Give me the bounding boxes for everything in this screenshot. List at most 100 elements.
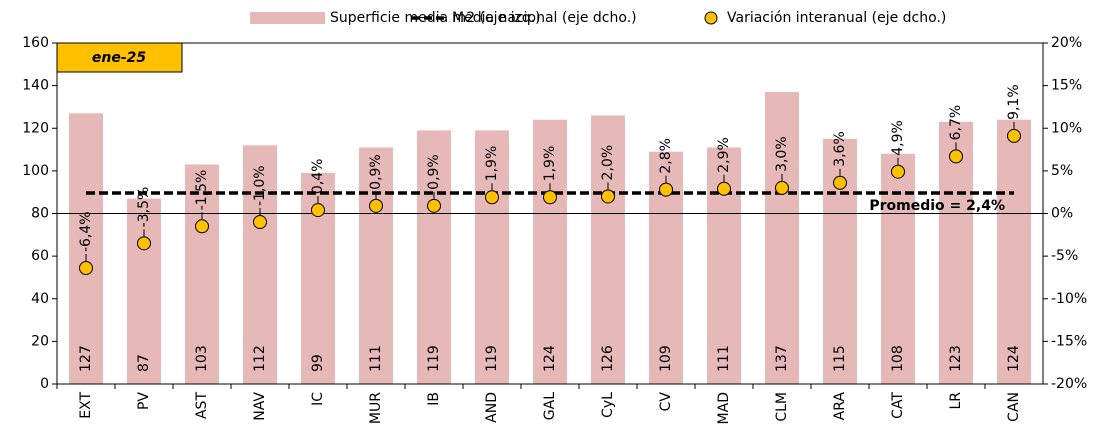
bar <box>417 130 451 384</box>
bar-value-label: 112 <box>252 345 268 372</box>
point-label: 0,4% <box>310 159 326 195</box>
y2-tick-label: 10% <box>1051 120 1082 136</box>
legend-swatch <box>704 11 718 25</box>
y2-tick-label: 0% <box>1051 206 1073 222</box>
y2-tick-label: -15% <box>1051 333 1087 349</box>
y-tick-label: 140 <box>22 78 49 94</box>
bar <box>939 121 973 384</box>
x-tick-label: ARA <box>832 392 848 421</box>
bar <box>765 92 799 385</box>
point <box>949 149 963 164</box>
point <box>543 190 557 205</box>
bar <box>475 130 509 384</box>
y-tick-label: 160 <box>22 35 49 51</box>
point-label: 3,0% <box>774 136 790 172</box>
bar-value-label: 127 <box>78 345 94 372</box>
y2-tick-label: 20% <box>1051 35 1082 51</box>
y-tick-label: 40 <box>31 291 49 307</box>
y-tick-label: 20 <box>31 333 49 349</box>
x-tick-label: CyL <box>600 392 616 418</box>
bar-value-label: 119 <box>426 345 442 372</box>
point-label: -1,0% <box>252 165 268 206</box>
y-tick-label: 120 <box>22 120 49 136</box>
bar-value-label: 109 <box>658 345 674 372</box>
bar-value-label: 87 <box>136 354 152 372</box>
point-label: -1,5% <box>194 170 210 211</box>
point <box>659 182 673 197</box>
bar-value-label: 123 <box>948 345 964 372</box>
y2-tick-label: 5% <box>1051 163 1073 179</box>
point <box>485 190 499 205</box>
x-tick-label: AST <box>194 392 210 419</box>
bar-value-label: 115 <box>832 345 848 372</box>
point <box>601 189 615 204</box>
point-label: 0,9% <box>368 154 384 190</box>
point-label: 9,1% <box>1006 84 1022 120</box>
x-tick-label: CLM <box>774 392 790 422</box>
bar-value-label: 119 <box>484 345 500 372</box>
bar <box>69 113 103 385</box>
y-tick-label: 0 <box>40 376 49 392</box>
point <box>79 261 93 276</box>
y2-tick-label: -20% <box>1051 376 1087 392</box>
bar-value-label: 103 <box>194 345 210 372</box>
bar <box>185 164 219 384</box>
bar <box>533 119 567 384</box>
legend-label: Media nacional (eje dcho.) <box>452 10 637 26</box>
x-tick-label: EXT <box>78 392 94 419</box>
bar-value-label: 111 <box>368 345 384 372</box>
bar <box>591 115 625 385</box>
x-tick-label: GAL <box>542 392 558 420</box>
point-label: 2,0% <box>600 145 616 181</box>
x-tick-label: IC <box>310 392 326 406</box>
point-label: -6,4% <box>78 211 94 252</box>
x-tick-label: MAD <box>716 392 732 424</box>
x-tick-label: CAT <box>890 392 906 419</box>
x-tick-label: PV <box>136 392 152 410</box>
y-tick-label: 60 <box>31 248 49 264</box>
bar-value-label: 111 <box>716 345 732 372</box>
bar-value-label: 108 <box>890 345 906 372</box>
badge-label: ene-25 <box>92 50 147 66</box>
badge <box>56 42 183 73</box>
bar-value-label: 137 <box>774 345 790 372</box>
x-tick-label: MUR <box>368 392 384 424</box>
point <box>1007 128 1021 143</box>
point-label: -3,5% <box>136 187 152 228</box>
x-tick-label: CAN <box>1006 392 1022 422</box>
point <box>137 236 151 251</box>
bar-value-label: 124 <box>1006 345 1022 372</box>
point-label: 6,7% <box>948 105 964 141</box>
point <box>891 164 905 179</box>
bar <box>243 145 277 384</box>
bar-value-label: 126 <box>600 345 616 372</box>
point-label: 3,6% <box>832 131 848 167</box>
point <box>775 180 789 195</box>
x-tick-label: CV <box>658 392 674 412</box>
annotation: Promedio = 2,4% <box>869 198 1005 214</box>
point <box>717 181 731 196</box>
point <box>311 203 325 218</box>
y2-tick-label: 15% <box>1051 78 1082 94</box>
x-tick-label: AND <box>484 392 500 423</box>
point <box>427 198 441 213</box>
bar-value-label: 124 <box>542 345 558 372</box>
bar <box>997 119 1031 384</box>
point-label: 0,9% <box>426 154 442 190</box>
point-label: 1,9% <box>542 146 558 182</box>
point <box>195 219 209 234</box>
y2-tick-label: -10% <box>1051 291 1087 307</box>
y-tick-label: 100 <box>22 163 49 179</box>
x-tick-label: NAV <box>252 392 268 421</box>
bar <box>359 147 393 384</box>
point-label: 2,8% <box>658 138 674 174</box>
point-label: 2,9% <box>716 137 732 173</box>
x-tick-label: LR <box>948 392 964 410</box>
legend-label: Superficie media m2 (eje izq.) <box>330 10 541 26</box>
bar-value-label: 99 <box>310 354 326 372</box>
legend-swatch <box>250 12 325 24</box>
point <box>833 175 847 190</box>
x-tick-label: IB <box>426 392 442 406</box>
y-tick-label: 80 <box>31 206 49 222</box>
